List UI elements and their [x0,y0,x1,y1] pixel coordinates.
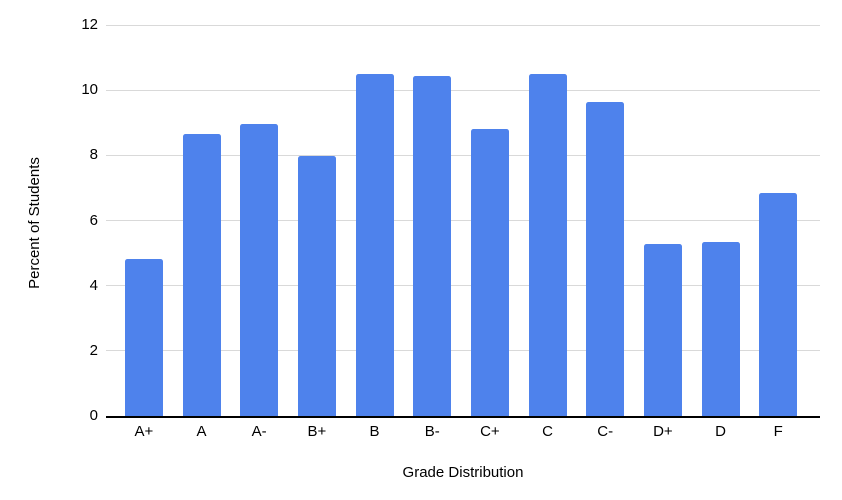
bar-A- [240,124,279,416]
bar-D+ [643,244,682,416]
x-tick-label-B: B [369,423,380,440]
x-tick-label-C+: C+ [480,423,500,440]
bar-C [528,73,567,416]
x-axis-tick-labels: A+ A A- B+ B B- C+ C C- D+ D F [115,422,807,442]
y-tick-label-8: 8 [89,146,98,164]
y-tick-label-6: 6 [89,211,98,229]
bar-B+ [297,156,336,416]
gridline-y12 [106,24,820,26]
x-tick-label-A: A [196,423,207,440]
bar-B- [413,76,452,416]
bar-F [759,192,798,416]
gridline-y4 [106,285,820,287]
gridline-y10 [106,89,820,91]
x-tick-label-C-: C- [597,423,614,440]
x-tick-label-A+: A+ [134,423,154,440]
bar-B [355,73,394,416]
x-tick-label-B+: B+ [307,423,327,440]
x-tick-label-F: F [773,423,783,440]
y-tick-label-10: 10 [81,81,98,99]
x-tick-label-D: D [715,423,726,440]
plot-area [106,24,820,418]
y-tick-label-4: 4 [89,276,98,294]
x-tick-label-B-: B- [424,423,440,440]
bar-D [701,241,740,416]
bar-A [182,134,221,416]
x-axis-title: Grade Distribution [402,464,524,481]
y-tick-label-12: 12 [81,16,98,33]
bar-C+ [470,128,509,416]
y-tick-label-2: 2 [89,341,98,359]
x-tick-label-C: C [542,423,553,440]
bar-A+ [124,259,163,416]
y-tick-label-0: 0 [89,407,98,424]
x-tick-label-D+: D+ [653,423,673,440]
gridline-y8 [106,154,820,156]
x-tick-label-A-: A- [251,423,267,440]
gridline-y2 [106,350,820,352]
bar-C- [586,101,625,416]
gridline-y6 [106,220,820,221]
